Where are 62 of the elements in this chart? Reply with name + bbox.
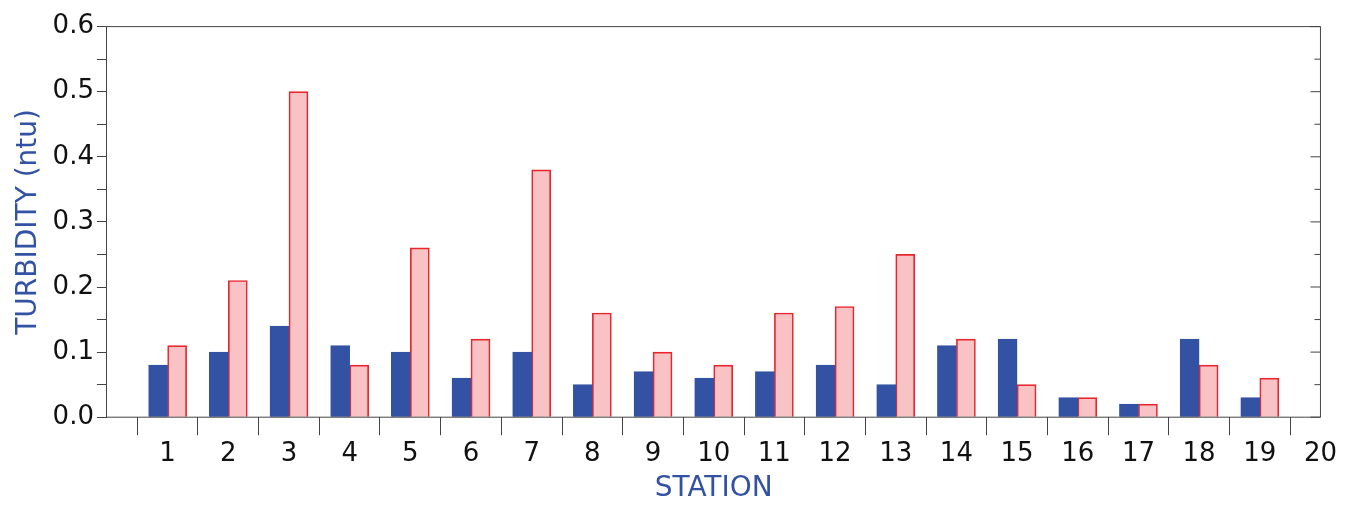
bar bbox=[815, 364, 836, 417]
bar bbox=[410, 247, 430, 417]
bar bbox=[391, 351, 411, 417]
bar bbox=[227, 280, 248, 417]
y-axis-title: TURBIDITY (ntu) bbox=[10, 109, 44, 336]
x-tick-label: 11 bbox=[757, 436, 791, 467]
y-tick-label: 0.2 bbox=[52, 269, 94, 300]
x-tick-label: 8 bbox=[584, 436, 601, 467]
bar bbox=[349, 364, 369, 417]
x-tick-label: 16 bbox=[1061, 436, 1095, 467]
y-tick-label: 0.6 bbox=[52, 9, 94, 40]
x-tick-label: 18 bbox=[1182, 436, 1216, 467]
bar bbox=[167, 345, 187, 417]
bar bbox=[997, 338, 1018, 417]
bar bbox=[512, 351, 533, 417]
bar bbox=[592, 312, 612, 417]
bar bbox=[876, 384, 897, 417]
bar bbox=[288, 91, 309, 417]
x-tick-label: 3 bbox=[280, 436, 298, 467]
y-tick-label: 0.0 bbox=[52, 399, 94, 430]
x-tick-label: 17 bbox=[1121, 436, 1155, 467]
x-tick-label: 9 bbox=[644, 436, 662, 467]
x-tick-label: 5 bbox=[402, 436, 419, 467]
bar bbox=[1179, 338, 1200, 417]
x-tick-label: 13 bbox=[879, 436, 913, 467]
x-tick-label: 4 bbox=[341, 436, 358, 467]
bar bbox=[451, 377, 472, 417]
bar bbox=[531, 169, 552, 417]
x-tick-label: 1 bbox=[159, 436, 176, 467]
x-tick-label: 15 bbox=[1000, 436, 1034, 467]
x-tick-label: 2 bbox=[220, 436, 237, 467]
bar bbox=[937, 345, 957, 417]
y-tick-label: 0.4 bbox=[52, 139, 94, 170]
bar bbox=[148, 364, 168, 417]
bar bbox=[834, 306, 855, 417]
bar bbox=[1259, 377, 1280, 417]
bar bbox=[713, 364, 734, 417]
y-tick-label: 0.5 bbox=[52, 74, 94, 105]
bar bbox=[774, 312, 794, 417]
y-tick-label: 0.3 bbox=[52, 204, 94, 235]
x-tick-label: 12 bbox=[818, 436, 852, 467]
x-axis-title: STATION bbox=[654, 470, 773, 504]
bar bbox=[755, 371, 775, 417]
bar bbox=[470, 338, 491, 417]
x-tick-label: 6 bbox=[462, 436, 480, 467]
bar bbox=[895, 254, 916, 417]
x-tick-label: 10 bbox=[697, 436, 731, 467]
y-tick-label: 0.1 bbox=[52, 334, 94, 365]
bar bbox=[1198, 364, 1219, 417]
x-tick-label: 7 bbox=[523, 436, 540, 467]
bar bbox=[573, 384, 593, 417]
bar bbox=[269, 325, 290, 417]
bar bbox=[652, 351, 673, 417]
bar bbox=[208, 351, 229, 417]
x-tick-label: 20 bbox=[1303, 436, 1337, 467]
bar bbox=[694, 377, 715, 417]
x-tick-label: 14 bbox=[939, 436, 973, 467]
bar bbox=[1016, 384, 1037, 417]
bar bbox=[956, 338, 976, 417]
bar bbox=[633, 371, 654, 417]
bar bbox=[330, 345, 350, 417]
x-tick-label: 19 bbox=[1243, 436, 1277, 467]
